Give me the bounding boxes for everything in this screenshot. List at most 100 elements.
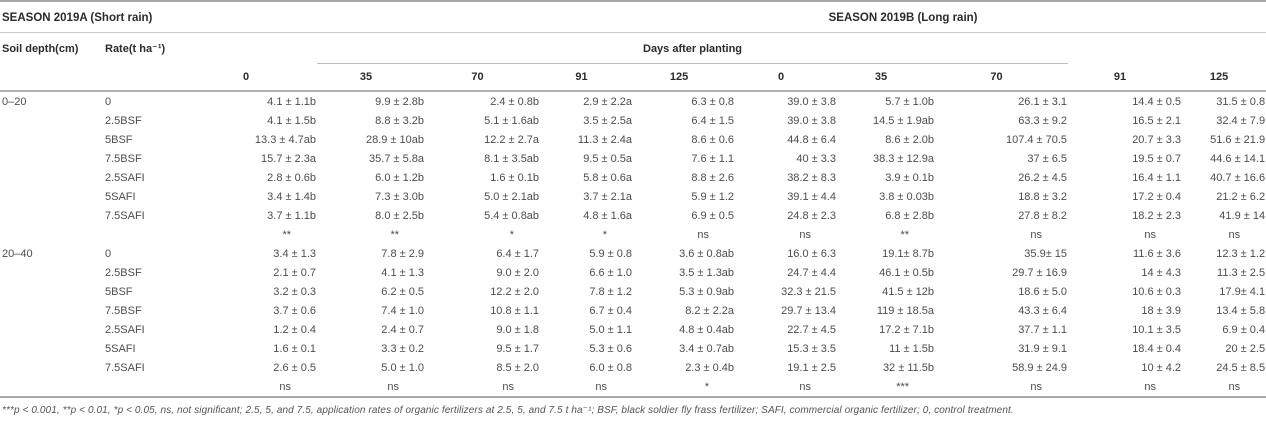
table-row: 2.5BSF 4.1 ± 1.5b 8.8 ± 3.2b 5.1 ± 1.6ab 3.5… [0, 111, 1266, 130]
value-cell: 38.3 ± 12.9a [872, 152, 935, 165]
value-cell: 13.4 ± 5.8 [1216, 304, 1266, 317]
value-cell: 1.6 ± 0.1b [490, 171, 540, 184]
table-row: 2.5BSF 2.1 ± 0.7 4.1 ± 1.3 9.0 ± 2.0 6.6 ± 1… [0, 263, 1266, 282]
value-cell: 32.3 ± 21.5 [781, 285, 837, 298]
value-cell: 8.1 ± 3.5ab [484, 152, 540, 165]
rate-cell: 5SAFI [105, 342, 136, 355]
value-cell: 1.2 ± 0.4 [273, 323, 316, 336]
value-cell: 6.4 ± 1.5 [691, 114, 735, 127]
value-cell: 32 ± 11.5b [882, 361, 935, 374]
soil-depth-cell: 0–20 [2, 95, 27, 108]
table-row: 7.5BSF 3.7 ± 0.6 7.4 ± 1.0 10.8 ± 1.1 6.7 ± … [0, 301, 1266, 320]
value-cell: 17.2 ± 0.4 [1132, 190, 1182, 203]
value-cell: 11.3 ± 2.5 [1217, 266, 1266, 279]
rate-cell: 7.5SAFI [105, 361, 145, 374]
table-row: 7.5SAFI 3.7 ± 1.1b 8.0 ± 2.5b 5.4 ± 0.8ab 4.… [0, 206, 1266, 225]
significance-cell: ns [1144, 380, 1157, 393]
value-cell: 12.2 ± 2.7a [484, 133, 540, 146]
significance-cell: * [704, 380, 710, 393]
soil-depth-cell [0, 282, 105, 301]
value-cell: 17.2 ± 7.1b [879, 323, 935, 336]
value-cell: 10.8 ± 1.1 [490, 304, 540, 317]
significance-cell: ns [799, 228, 812, 241]
soil-depth-cell [0, 320, 105, 339]
rate-cell: 0 [105, 95, 112, 108]
value-cell: 6.0 ± 0.8 [589, 361, 633, 374]
soil-depth-cell [0, 111, 105, 130]
value-cell: 16.0 ± 6.3 [787, 247, 837, 260]
significance-cell: ** [390, 228, 399, 241]
value-cell: 107.4 ± 70.5 [1005, 133, 1068, 146]
value-cell: 5.7 ± 1.0b [885, 95, 935, 108]
value-cell: 43.3 ± 6.4 [1018, 304, 1068, 317]
value-cell: 9.0 ± 2.0 [496, 266, 540, 279]
table-row: 5BSF 13.3 ± 4.7ab 28.9 ± 10ab 12.2 ± 2.7a 11… [0, 130, 1266, 149]
rate-cell: 5SAFI [105, 190, 136, 203]
value-cell: 35.7 ± 5.8a [369, 152, 424, 165]
value-cell: 8.5 ± 2.0 [496, 361, 540, 374]
rate-cell [105, 377, 185, 397]
day-columns-row: 0 35 70 91 125 0 35 70 91 125 [0, 63, 1266, 92]
significance-cell: * [509, 228, 515, 241]
rate-header: Rate(t ha⁻¹) [105, 43, 166, 56]
value-cell: 7.6 ± 1.1 [691, 152, 735, 165]
value-cell: 18.8 ± 3.2 [1018, 190, 1068, 203]
value-cell: 119 ± 18.5a [876, 304, 935, 317]
value-cell: 14 ± 4.3 [1141, 266, 1182, 279]
soil-depth-header: Soil depth(cm) [2, 43, 79, 56]
day-col-header: 70 [425, 63, 541, 92]
value-cell: 39.0 ± 3.8 [787, 95, 837, 108]
soil-depth-cell [0, 301, 105, 320]
value-cell: 3.6 ± 0.8ab [679, 247, 735, 260]
value-cell: 24.8 ± 2.3 [787, 209, 837, 222]
value-cell: 6.8 ± 2.8b [885, 209, 935, 222]
value-cell: 22.7 ± 4.5 [787, 323, 837, 336]
subheader-row: Soil depth(cm) Rate(t ha⁻¹) Days after p… [0, 32, 1266, 64]
value-cell: 3.9 ± 0.1b [885, 171, 935, 184]
value-cell: 41.5 ± 12b [882, 285, 935, 298]
value-cell: 44.6 ± 14.1 [1210, 152, 1266, 165]
value-cell: 3.2 ± 0.3 [273, 285, 316, 298]
value-cell: 21.2 ± 6.2 [1216, 190, 1266, 203]
value-cell: 2.6 ± 0.5 [273, 361, 316, 374]
value-cell: 4.1 ± 1.3 [381, 266, 424, 279]
value-cell: 10.6 ± 0.3 [1132, 285, 1182, 298]
significance-cell: ** [900, 228, 910, 241]
value-cell: 7.3 ± 3.0b [375, 190, 424, 203]
value-cell: 16.5 ± 2.1 [1132, 114, 1182, 127]
value-cell: 38.2 ± 8.3 [787, 171, 837, 184]
significance-cell: ** [282, 228, 291, 241]
value-cell: 31.5 ± 0.8 [1216, 95, 1266, 108]
value-cell: 8.8 ± 3.2b [375, 114, 424, 127]
value-cell: 29.7 ± 13.4 [781, 304, 837, 317]
value-cell: 9.5 ± 1.7 [496, 342, 540, 355]
value-cell: 14.5 ± 1.9ab [872, 114, 935, 127]
value-cell: 2.9 ± 2.2a [583, 95, 633, 108]
value-cell: 41.9 ± 14 [1219, 209, 1266, 222]
value-cell: 7.4 ± 1.0 [381, 304, 424, 317]
season-a-header: SEASON 2019A (Short rain) [2, 12, 153, 24]
table-row: 5SAFI 3.4 ± 1.4b 7.3 ± 3.0b 5.0 ± 2.1ab 3.7 … [0, 187, 1266, 206]
value-cell: 18.6 ± 5.0 [1018, 285, 1068, 298]
significance-row: ns ns ns ns * ns *** ns ns ns [0, 377, 1266, 397]
value-cell: 9.5 ± 0.5a [583, 152, 633, 165]
value-cell: 2.4 ± 0.8b [490, 95, 540, 108]
significance-cell: ns [697, 228, 710, 241]
value-cell: 8.6 ± 2.0b [885, 133, 935, 146]
significance-cell: ns [1030, 380, 1043, 393]
significance-cell: ns [279, 380, 291, 393]
value-cell: 20 ± 2.5 [1225, 342, 1266, 355]
significance-cell: ns [387, 380, 399, 393]
data-table: SEASON 2019A (Short rain) SEASON 2019B (… [0, 0, 1266, 398]
value-cell: 26.1 ± 3.1 [1018, 95, 1068, 108]
value-cell: 44.8 ± 6.4 [787, 133, 837, 146]
season-b-header: SEASON 2019B (Long rain) [828, 12, 978, 24]
value-cell: 5.4 ± 0.8ab [484, 209, 540, 222]
value-cell: 6.7 ± 0.4 [589, 304, 633, 317]
value-cell: 10 ± 4.2 [1141, 361, 1182, 374]
table-row: 5SAFI 1.6 ± 0.1 3.3 ± 0.2 9.5 ± 1.7 5.3 ± 0.… [0, 339, 1266, 358]
value-cell: 12.3 ± 1.2 [1216, 247, 1266, 260]
value-cell: 17.9± 4.1 [1219, 285, 1266, 298]
value-cell: 11.6 ± 3.6 [1133, 247, 1182, 260]
